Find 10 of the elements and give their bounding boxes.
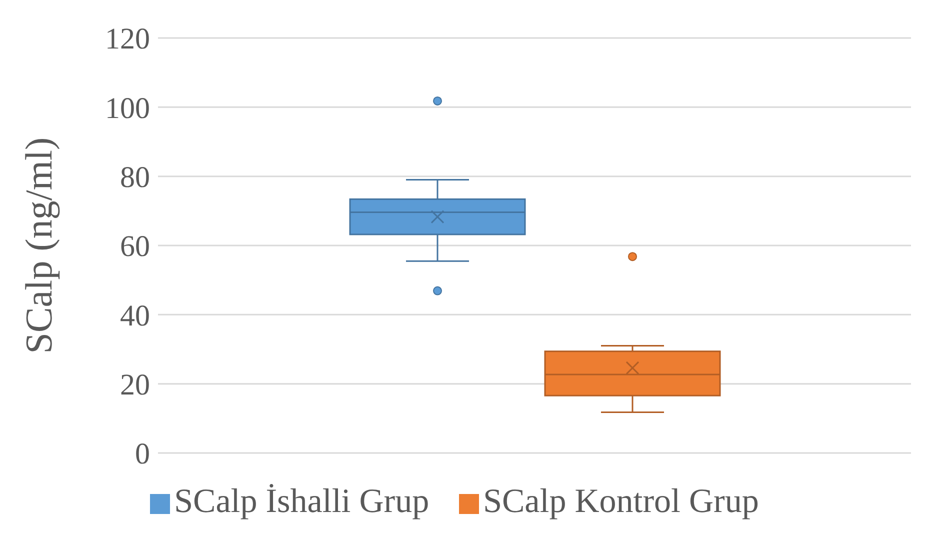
y-tick-label: 120 bbox=[105, 22, 150, 56]
legend-label: SCalp İshalli Grup bbox=[174, 483, 430, 520]
y-tick-label: 80 bbox=[120, 160, 150, 194]
y-tick-label: 0 bbox=[135, 438, 150, 471]
y-tick-label: 100 bbox=[105, 92, 150, 125]
y-tick-label: 60 bbox=[120, 230, 150, 264]
legend-label: SCalp Kontrol Grup bbox=[483, 483, 759, 520]
y-axis-title: SCalp (ng/ml) bbox=[18, 137, 60, 354]
y-tick-label: 20 bbox=[120, 368, 150, 402]
y-tick-label: 40 bbox=[120, 299, 150, 332]
